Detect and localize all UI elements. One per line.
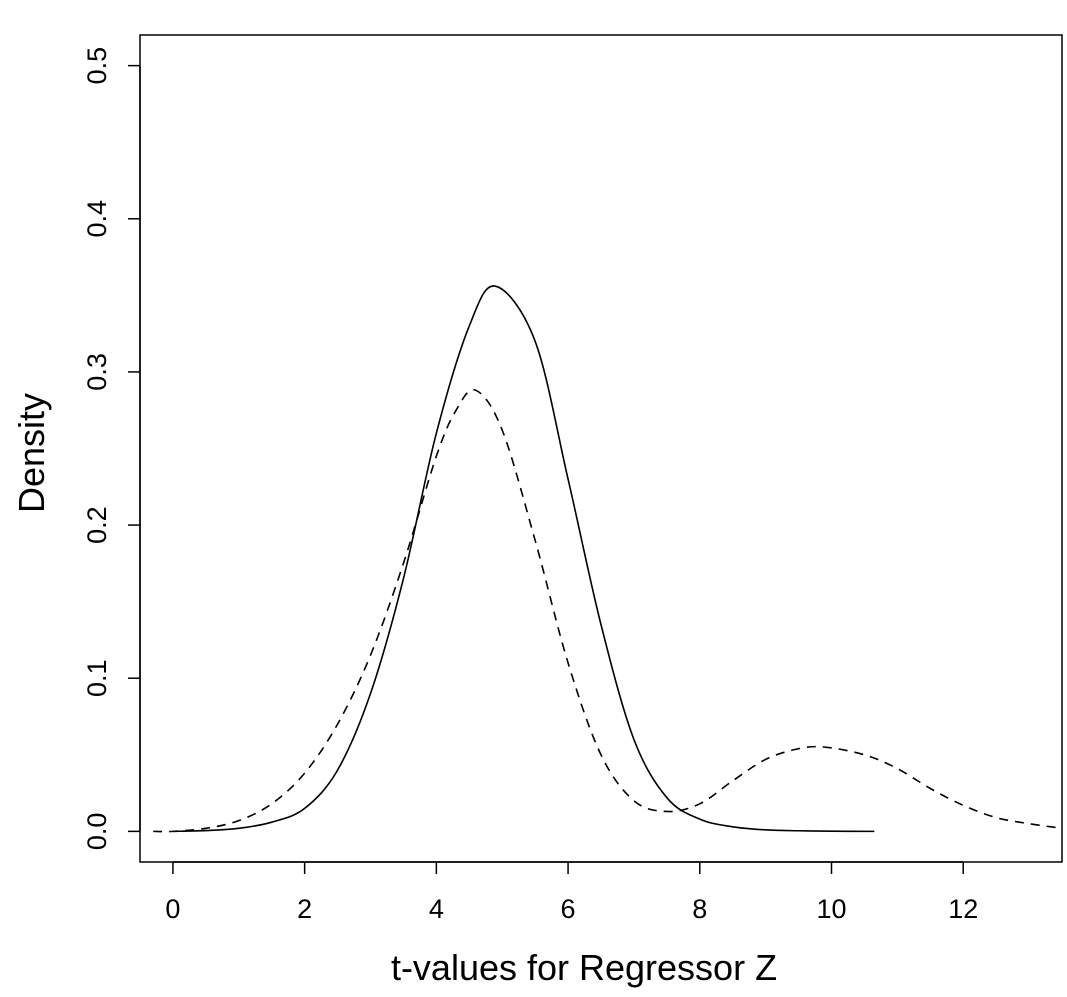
y-tick-label: 0.3	[82, 353, 112, 391]
x-tick-label: 12	[948, 894, 978, 924]
y-tick-label: 0.1	[82, 659, 112, 697]
x-tick-label: 0	[165, 894, 180, 924]
y-tick-label: 0.0	[82, 813, 112, 851]
x-axis-title: t-values for Regressor Z	[391, 947, 777, 988]
dashed-density-line	[153, 388, 1063, 833]
series-layer	[153, 285, 1063, 833]
y-tick-label: 0.2	[82, 506, 112, 544]
y-tick-label: 0.5	[82, 47, 112, 85]
x-axis: 0 2 4 6 8 10 12	[165, 861, 978, 924]
x-tick-label: 6	[561, 894, 576, 924]
solid-density-line	[172, 285, 875, 833]
x-tick-label: 4	[429, 894, 444, 924]
y-tick-label: 0.4	[82, 200, 112, 238]
x-tick-label: 8	[692, 894, 707, 924]
x-tick-label: 10	[816, 894, 846, 924]
y-axis-title: Density	[11, 393, 52, 513]
plot-frame	[139, 34, 1063, 863]
x-tick-label: 2	[297, 894, 312, 924]
y-axis: 0.0 0.1 0.2 0.3 0.4 0.5	[82, 47, 141, 851]
